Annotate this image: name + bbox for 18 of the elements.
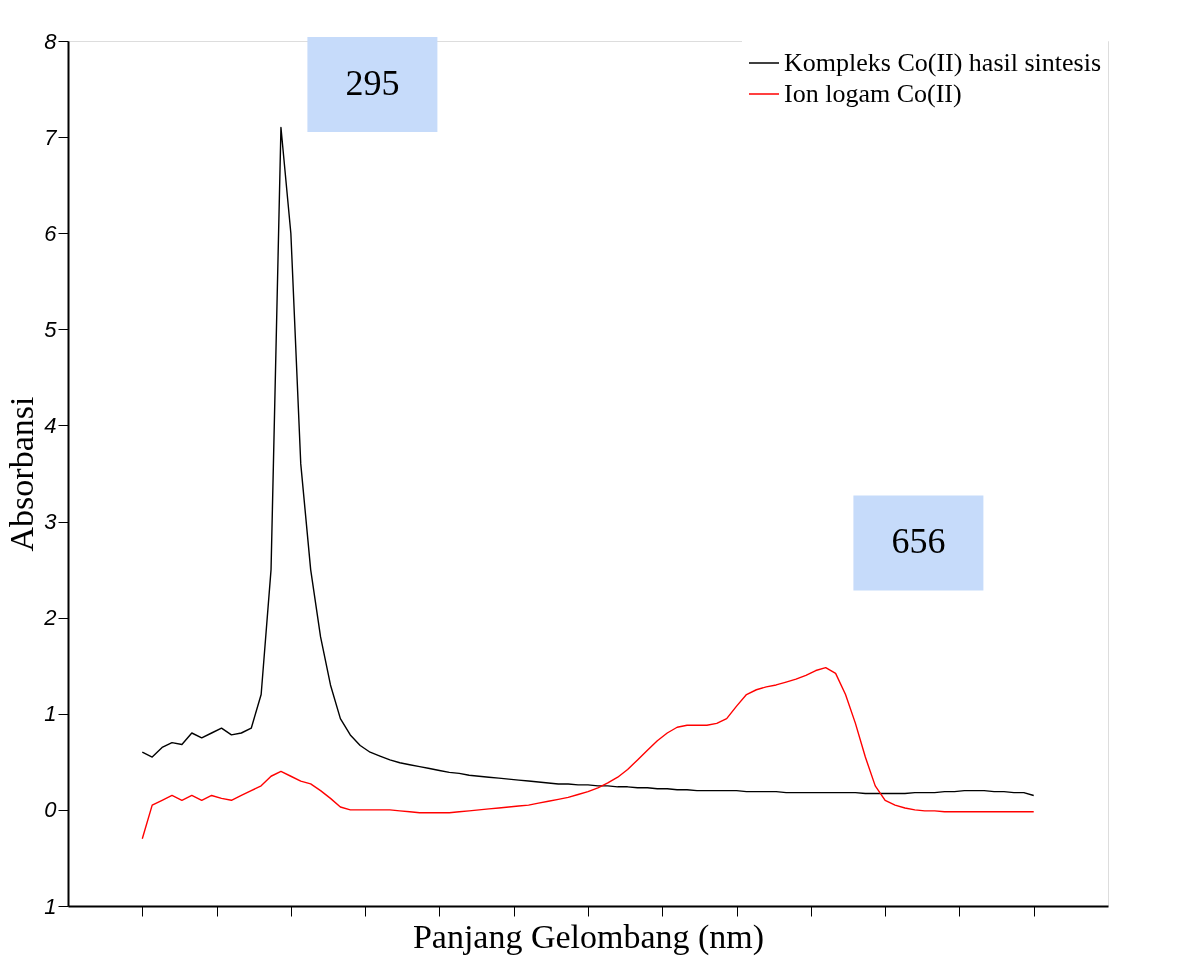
- y-tick-label: 2: [43, 605, 57, 631]
- x-axis-title: Panjang Gelombang (nm): [412, 918, 765, 956]
- y-tick-label: 1: [44, 893, 57, 919]
- y-tick-label: 0: [44, 797, 58, 823]
- annotation: 656: [891, 521, 946, 562]
- y-tick-label: 5: [44, 316, 58, 342]
- legend-label: Ion logam Co(II): [784, 79, 962, 108]
- legend-label: Kompleks Co(II) hasil sintesis: [784, 48, 1102, 77]
- y-tick-label: 6: [44, 220, 58, 246]
- y-tick-label: 3: [44, 509, 58, 535]
- y-tick-label: 4: [44, 412, 57, 438]
- line-series: [141, 126, 1035, 797]
- line-series: [141, 666, 1035, 840]
- annotation: 295: [345, 62, 400, 103]
- y-axis-title: Absorbansi: [3, 396, 41, 552]
- y-tick-label: 1: [44, 701, 57, 727]
- y-tick-label: 7: [44, 124, 58, 150]
- y-tick-label: 8: [44, 28, 58, 54]
